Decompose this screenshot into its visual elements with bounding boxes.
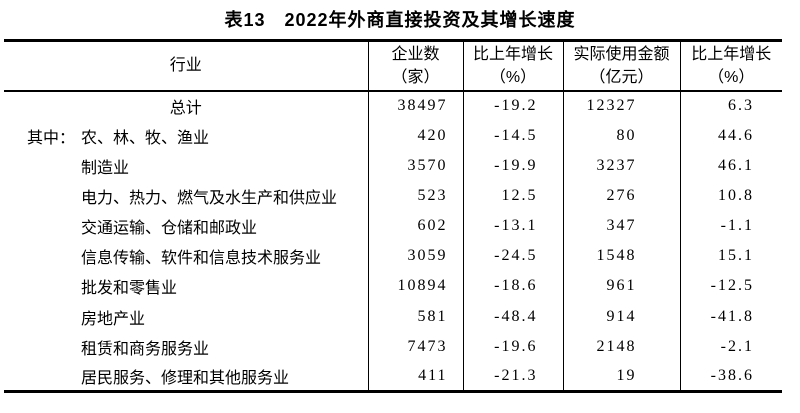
enterprises-growth-value: -19.2 [462, 90, 563, 121]
col-header-amount-growth: 比上年增长 （%） [679, 40, 782, 91]
col-header-amount-unit: （亿元） [589, 68, 654, 86]
table-row: 总计 38497 -19.2 12327 6.3 [4, 90, 782, 121]
industry-name: 总计 [169, 100, 202, 118]
table-row: 电力、热力、燃气及水生产和供应业 523 12.5 276 10.8 [4, 180, 782, 212]
enterprises-growth-value: 12.5 [462, 180, 563, 212]
col-header-amount-label: 实际使用金额 [573, 45, 670, 63]
industry-name: 电力、热力、燃气及水生产和供应业 [81, 189, 338, 207]
industry-cell: 电力、热力、燃气及水生产和供应业 [4, 181, 368, 211]
enterprises-value: 523 [367, 180, 463, 212]
amount-value: 961 [562, 271, 680, 302]
industry-cell: 租赁和商务服务业 [4, 332, 368, 362]
enterprises-value: 3059 [367, 241, 463, 272]
table-row: 居民服务、修理和其他服务业 411 -21.3 19 -38.6 [4, 361, 782, 392]
table-body: 总计 38497 -19.2 12327 6.3 其中： 农、林、牧、渔业 420… [4, 90, 782, 392]
industry-name: 信息传输、软件和信息技术服务业 [81, 250, 322, 268]
industry-cell: 居民服务、修理和其他服务业 [4, 362, 368, 392]
industry-name: 房地产业 [81, 310, 146, 328]
col-header-amount-growth-label: 比上年增长 [691, 45, 772, 63]
enterprises-growth-value: -19.6 [462, 331, 563, 362]
table-row: 批发和零售业 10894 -18.6 961 -12.5 [4, 271, 782, 302]
amount-value: 1548 [562, 241, 680, 272]
enterprises-growth-value: -18.6 [462, 271, 563, 302]
industry-cell: 信息传输、软件和信息技术服务业 [4, 241, 368, 271]
fdi-table: 行业 企业数 （家） 比上年增长 （%） 实际使用金额 （亿元） 比上年增长 （… [4, 39, 782, 394]
col-header-enterprises-growth: 比上年增长 （%） [462, 40, 563, 91]
amount-value: 19 [562, 361, 680, 392]
amount-value: 347 [562, 211, 680, 242]
table-row: 交通运输、仓储和邮政业 602 -13.1 347 -1.1 [4, 211, 782, 242]
amount-value: 12327 [562, 90, 680, 121]
table-row: 房地产业 581 -48.4 914 -41.8 [4, 301, 782, 332]
col-header-enterprises: 企业数 （家） [367, 40, 463, 91]
amount-growth-value: -12.5 [679, 271, 782, 302]
amount-growth-value: -2.1 [679, 331, 782, 362]
col-header-industry-label: 行业 [169, 57, 202, 75]
amount-growth-value: -41.8 [679, 301, 782, 332]
col-header-amount-growth-unit: （%） [708, 68, 755, 86]
enterprises-value: 7473 [367, 331, 463, 362]
table-header: 行业 企业数 （家） 比上年增长 （%） 实际使用金额 （亿元） 比上年增长 （… [4, 40, 782, 91]
table-row: 租赁和商务服务业 7473 -19.6 2148 -2.1 [4, 331, 782, 362]
amount-growth-value: 44.6 [679, 120, 782, 151]
enterprises-growth-value: -21.3 [462, 361, 563, 392]
industry-cell: 制造业 [4, 151, 368, 181]
enterprises-value: 38497 [367, 90, 463, 121]
amount-growth-value: 46.1 [679, 150, 782, 181]
amount-value: 3237 [562, 150, 680, 181]
amount-value: 80 [562, 120, 680, 151]
industry-cell: 交通运输、仓储和邮政业 [4, 211, 368, 241]
industry-cell: 房地产业 [4, 301, 368, 331]
col-header-enterprises-growth-label: 比上年增长 [472, 45, 553, 63]
amount-growth-value: 15.1 [679, 241, 782, 272]
col-header-enterprises-unit: （家） [391, 68, 440, 86]
industry-name: 批发和零售业 [81, 280, 178, 298]
enterprises-value: 581 [367, 301, 463, 332]
col-header-enterprises-growth-unit: （%） [489, 68, 537, 86]
industry-cell: 总计 [4, 91, 368, 121]
table-row: 其中： 农、林、牧、渔业 420 -14.5 80 44.6 [4, 120, 782, 151]
amount-value: 276 [562, 180, 680, 212]
table-row: 信息传输、软件和信息技术服务业 3059 -24.5 1548 15.1 [4, 241, 782, 272]
header-row: 行业 企业数 （家） 比上年增长 （%） 实际使用金额 （亿元） 比上年增长 （… [4, 40, 782, 91]
industry-name: 农、林、牧、渔业 [81, 129, 210, 147]
industry-name: 租赁和商务服务业 [81, 340, 210, 358]
enterprises-growth-value: -24.5 [462, 241, 563, 272]
page-title: 表13 2022年外商直接投资及其增长速度 [224, 10, 576, 30]
enterprises-growth-value: -48.4 [462, 301, 563, 332]
table-row: 制造业 3570 -19.9 3237 46.1 [4, 150, 782, 181]
row-prefix: 其中： [27, 129, 76, 147]
amount-value: 2148 [562, 331, 680, 362]
enterprises-value: 10894 [367, 271, 463, 302]
col-header-amount: 实际使用金额 （亿元） [562, 40, 680, 91]
industry-name: 交通运输、仓储和邮政业 [81, 220, 258, 238]
enterprises-growth-value: -13.1 [462, 211, 563, 242]
industry-name: 居民服务、修理和其他服务业 [81, 370, 290, 388]
amount-growth-value: -38.6 [679, 361, 782, 392]
enterprises-growth-value: -14.5 [462, 120, 563, 151]
enterprises-value: 3570 [367, 150, 463, 181]
amount-value: 914 [562, 301, 680, 332]
industry-cell: 其中： 农、林、牧、渔业 [4, 121, 368, 151]
enterprises-growth-value: -19.9 [462, 150, 563, 181]
enterprises-value: 420 [367, 120, 463, 151]
col-header-industry: 行业 [4, 41, 368, 91]
enterprises-value: 602 [367, 211, 463, 242]
industry-cell: 批发和零售业 [4, 271, 368, 301]
industry-name: 制造业 [81, 159, 130, 177]
amount-growth-value: 10.8 [679, 180, 782, 212]
enterprises-value: 411 [367, 361, 463, 392]
amount-growth-value: 6.3 [679, 90, 782, 121]
col-header-enterprises-label: 企业数 [391, 45, 440, 63]
amount-growth-value: -1.1 [679, 211, 782, 242]
